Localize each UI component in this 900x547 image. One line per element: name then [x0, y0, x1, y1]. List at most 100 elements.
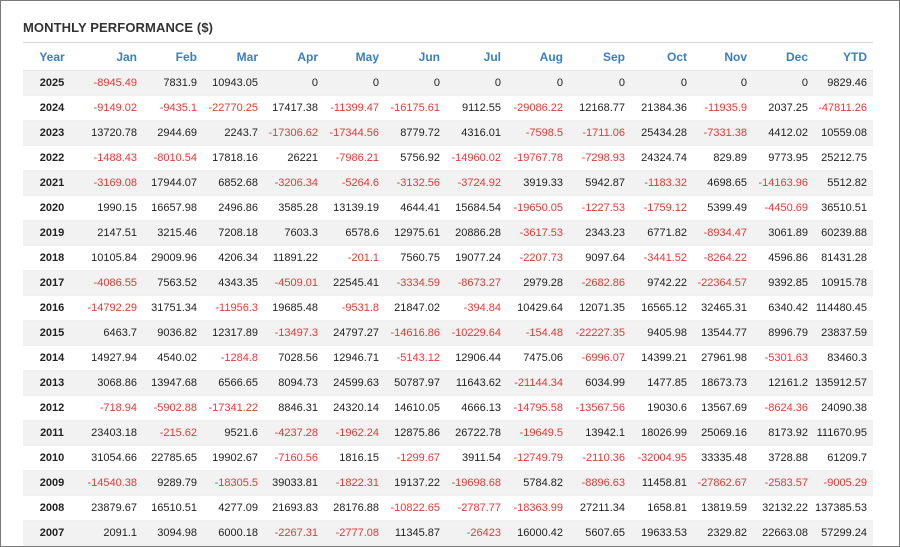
month-value-cell: -12749.79 — [507, 445, 569, 471]
month-value-cell: 12975.61 — [385, 220, 446, 246]
year-cell: 2008 — [23, 495, 81, 521]
ytd-cell: 81431.28 — [814, 245, 873, 271]
month-value-cell: -18305.5 — [203, 470, 264, 496]
month-value-cell: 7563.52 — [143, 270, 203, 296]
month-value-cell: -5902.88 — [143, 395, 203, 421]
month-value-cell: 16657.98 — [143, 195, 203, 221]
month-value-cell: 6578.6 — [324, 220, 385, 246]
ytd-cell: 10559.08 — [814, 120, 873, 146]
month-value-cell: -3617.53 — [507, 220, 569, 246]
month-value-cell: 19685.48 — [264, 295, 324, 321]
month-value-cell: -10822.65 — [385, 495, 446, 521]
month-value-cell: 11643.62 — [446, 370, 507, 396]
month-value-cell: 7208.18 — [203, 220, 264, 246]
month-value-cell: 11458.81 — [631, 470, 693, 496]
month-value-cell: 4277.09 — [203, 495, 264, 521]
month-value-cell: 4596.86 — [753, 245, 814, 271]
month-value-cell: 11345.87 — [385, 520, 446, 546]
month-value-cell: 6566.65 — [203, 370, 264, 396]
month-value-cell: -5301.63 — [753, 345, 814, 371]
month-value-cell: 7475.06 — [507, 345, 569, 371]
month-value-cell: 24797.27 — [324, 320, 385, 346]
month-value-cell: 27961.98 — [693, 345, 753, 371]
month-value-cell: 16000.42 — [507, 520, 569, 546]
table-row: 2015 6463.7 9036.82 12317.89 -13497.3 24797.2… — [23, 320, 873, 346]
column-header-ytd: YTD — [814, 44, 873, 71]
month-value-cell: 16565.12 — [631, 295, 693, 321]
month-value-cell: 3911.54 — [446, 445, 507, 471]
month-value-cell: -1284.8 — [203, 345, 264, 371]
year-cell: 2010 — [23, 445, 81, 471]
month-value-cell: -3334.59 — [385, 270, 446, 296]
month-value-cell: 13819.59 — [693, 495, 753, 521]
month-value-cell: -22227.35 — [569, 320, 631, 346]
month-value-cell: 2979.28 — [507, 270, 569, 296]
month-value-cell: -3441.52 — [631, 245, 693, 271]
month-value-cell: -14540.38 — [81, 470, 143, 496]
month-value-cell: 0 — [324, 70, 385, 96]
month-value-cell: 8779.72 — [385, 120, 446, 146]
month-value-cell: 0 — [693, 70, 753, 96]
table-row: 2022 -1488.43 -8010.54 17818.16 26221 -7986.2… — [23, 145, 873, 171]
month-value-cell: 39033.81 — [264, 470, 324, 496]
month-value-cell: 0 — [569, 70, 631, 96]
month-value-cell: -2583.57 — [753, 470, 814, 496]
year-cell: 2012 — [23, 395, 81, 421]
table-row: 2017 -4086.55 7563.52 4343.35 -4509.01 22545.… — [23, 270, 873, 296]
column-header-may: May — [324, 44, 385, 71]
month-value-cell: -1183.32 — [631, 170, 693, 196]
ytd-cell: 135912.57 — [814, 370, 873, 396]
month-value-cell: 19030.6 — [631, 395, 693, 421]
month-value-cell: -8624.36 — [753, 395, 814, 421]
month-value-cell: 3728.88 — [753, 445, 814, 471]
month-value-cell: 1477.85 — [631, 370, 693, 396]
month-value-cell: 3061.89 — [753, 220, 814, 246]
month-value-cell: 13544.77 — [693, 320, 753, 346]
month-value-cell: -14163.96 — [753, 170, 814, 196]
month-value-cell: 23403.18 — [81, 420, 143, 446]
month-value-cell: -154.48 — [507, 320, 569, 346]
year-cell: 2007 — [23, 520, 81, 546]
month-value-cell: 13567.69 — [693, 395, 753, 421]
month-value-cell: 19633.53 — [631, 520, 693, 546]
month-value-cell: 3585.28 — [264, 195, 324, 221]
month-value-cell: 20886.28 — [446, 220, 507, 246]
month-value-cell: -2267.31 — [264, 520, 324, 546]
month-value-cell: -4450.69 — [753, 195, 814, 221]
column-header-apr: Apr — [264, 44, 324, 71]
month-value-cell: -7986.21 — [324, 145, 385, 171]
month-value-cell: -19650.05 — [507, 195, 569, 221]
month-value-cell: 2944.69 — [143, 120, 203, 146]
month-value-cell: -17341.22 — [203, 395, 264, 421]
month-value-cell: -17344.56 — [324, 120, 385, 146]
month-value-cell: 6000.18 — [203, 520, 264, 546]
table-row: 2013 3068.86 13947.68 6566.65 8094.73 24599.6… — [23, 370, 873, 396]
month-value-cell: 12161.2 — [753, 370, 814, 396]
table-row: 2018 10105.84 29009.96 4206.34 11891.22 -201.… — [23, 245, 873, 271]
table-row: 2009 -14540.38 9289.79 -18305.5 39033.81 -182… — [23, 470, 873, 496]
ytd-cell: 10915.78 — [814, 270, 873, 296]
month-value-cell: 9097.64 — [569, 245, 631, 271]
month-value-cell: -19767.78 — [507, 145, 569, 171]
month-value-cell: 9405.98 — [631, 320, 693, 346]
month-value-cell: 9112.55 — [446, 95, 507, 121]
month-value-cell: 5399.49 — [693, 195, 753, 221]
column-header-jan: Jan — [81, 44, 143, 71]
table-row: 2007 2091.1 3094.98 6000.18 -2267.31 -2777.08… — [23, 520, 873, 546]
ytd-cell: 5512.82 — [814, 170, 873, 196]
month-value-cell: -14960.02 — [446, 145, 507, 171]
month-value-cell: 26722.78 — [446, 420, 507, 446]
column-header-aug: Aug — [507, 44, 569, 71]
month-value-cell: 8846.31 — [264, 395, 324, 421]
month-value-cell: 2496.86 — [203, 195, 264, 221]
year-cell: 2016 — [23, 295, 81, 321]
year-cell: 2018 — [23, 245, 81, 271]
month-value-cell: 2091.1 — [81, 520, 143, 546]
month-value-cell: 23879.67 — [81, 495, 143, 521]
month-value-cell: 21693.83 — [264, 495, 324, 521]
month-value-cell: -3724.92 — [446, 170, 507, 196]
month-value-cell: 2147.51 — [81, 220, 143, 246]
month-value-cell: 9392.85 — [753, 270, 814, 296]
month-value-cell: -5143.12 — [385, 345, 446, 371]
panel-title: MONTHLY PERFORMANCE ($) — [23, 20, 214, 35]
